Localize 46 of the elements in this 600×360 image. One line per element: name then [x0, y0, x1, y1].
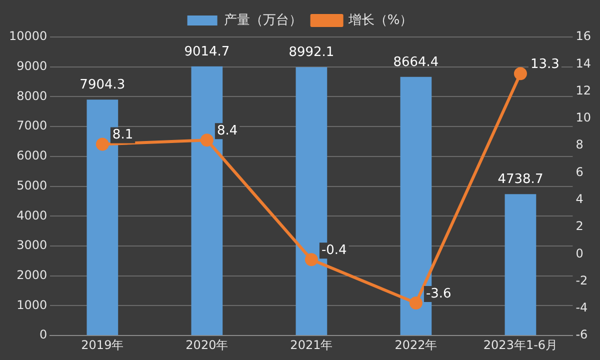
- point: [514, 67, 527, 80]
- data-label: 8.1: [112, 128, 134, 143]
- point: [409, 296, 422, 310]
- y-tick-label: 5000: [16, 178, 48, 192]
- y-tick-label: 4000: [16, 208, 48, 222]
- y2-tick-label: 12: [576, 83, 592, 98]
- y2-tick-label: -2: [576, 273, 588, 288]
- bar: [504, 194, 536, 336]
- x-tick-label: 2023年1-6月: [483, 338, 558, 352]
- data-label: -0.4: [321, 242, 347, 258]
- y2-tick-label: 2: [576, 219, 584, 234]
- x-tick-label: 2020年: [186, 338, 228, 352]
- data-label: 4738.7: [498, 172, 544, 187]
- data-label: 9014.7: [184, 44, 230, 60]
- x-tick-label: 2022年: [394, 338, 438, 352]
- y2-tick-label: 10: [576, 110, 592, 125]
- data-label: 13.3: [530, 57, 560, 72]
- x-tick-label: 2021年: [290, 338, 333, 352]
- y-tick-label: 10000: [8, 29, 48, 44]
- data-label: -3.6: [426, 286, 452, 302]
- y2-tick-label: 8: [576, 138, 584, 152]
- y-tick-label: 9000: [16, 58, 48, 73]
- y-tick-label: 7000: [16, 118, 48, 133]
- y-tick-label: 8000: [16, 88, 48, 103]
- y2-tick-label: 14: [576, 56, 592, 70]
- data-label: 8664.4: [393, 54, 439, 70]
- y2-tick-label: 6: [576, 164, 584, 179]
- y2-tick-label: 0: [576, 246, 584, 260]
- y-tick-label: 6000: [16, 148, 48, 163]
- x-tick-label: 2019年: [81, 338, 124, 352]
- y2-tick-label: 4: [576, 192, 584, 206]
- y2-tick-label: -6: [576, 328, 588, 342]
- y2-tick-label: -4: [576, 300, 588, 315]
- y-tick-label: 1000: [16, 298, 48, 312]
- y2-tick-label: 16: [576, 29, 592, 44]
- y-tick-label: 0: [40, 328, 48, 342]
- legend-label: 增长（%）: [347, 12, 413, 28]
- legend-label: 产量（万台）: [224, 12, 302, 28]
- data-label: 8992.1: [288, 44, 334, 60]
- data-label: 7904.3: [80, 77, 126, 92]
- point: [200, 134, 214, 147]
- point: [96, 138, 109, 151]
- y-tick-label: 2000: [16, 268, 48, 282]
- data-label: 8.4: [216, 124, 238, 139]
- y-tick-label: 3000: [16, 238, 48, 252]
- point: [304, 253, 318, 266]
